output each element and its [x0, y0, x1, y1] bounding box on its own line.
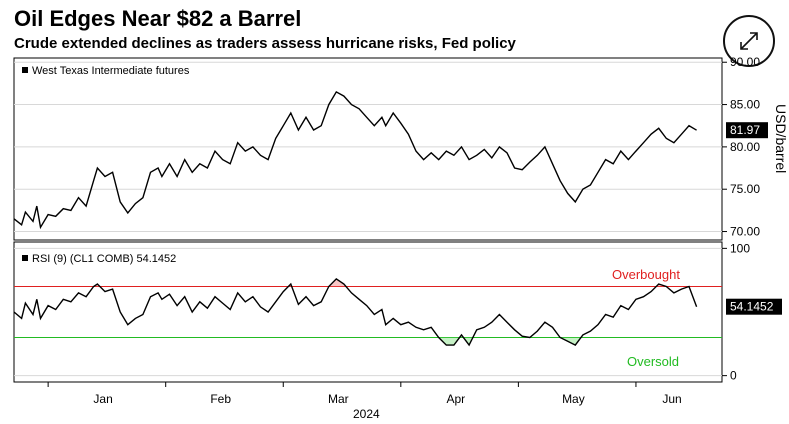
x-axis: Jan Feb Mar Apr May Jun	[47, 382, 682, 406]
rsi-y-axis: 0 100	[722, 241, 750, 383]
oversold-fill	[438, 337, 460, 346]
price-y-axis: 70.00 75.00 80.00 85.00 90.00	[722, 55, 760, 239]
price-y-tick-label: 85.00	[730, 98, 760, 112]
price-gridlines	[14, 61, 722, 233]
rsi-y-tick-label: 100	[730, 241, 750, 255]
price-panel-frame	[13, 57, 723, 241]
price-y-tick-label: 80.00	[730, 140, 760, 154]
price-last-value-label: 81.97	[730, 123, 760, 137]
price-panel: 70.00 75.00 80.00 85.00 90.00 West Texas Int…	[13, 55, 789, 241]
price-last-value-box	[726, 122, 768, 139]
rsi-legend: RSI (9) (CL1 COMB) 54.1452	[22, 253, 176, 265]
x-tick-label: Apr	[446, 392, 465, 406]
rsi-legend-swatch	[22, 255, 28, 261]
rsi-last-value-badge: 54.1452	[726, 298, 782, 315]
rsi-threshold-fills	[93, 278, 667, 346]
x-tick-label: Jan	[93, 392, 112, 406]
price-y-tick-label: 70.00	[730, 225, 760, 239]
overbought-label: Overbought	[612, 267, 680, 282]
price-last-value-badge: 81.97	[726, 122, 768, 139]
price-y-axis-title: USD/barrel	[773, 104, 789, 173]
chart-subtitle: Crude extended declines as traders asses…	[14, 35, 516, 52]
x-tick-label: Feb	[210, 392, 231, 406]
price-y-tick-label: 90.00	[730, 55, 760, 69]
price-legend: West Texas Intermediate futures	[22, 65, 190, 77]
chart-title: Oil Edges Near $82 a Barrel	[14, 6, 302, 31]
x-tick-label: May	[562, 392, 585, 406]
overbought-fill	[328, 278, 347, 287]
rsi-y-tick-label: 0	[730, 369, 737, 383]
oversold-label: Oversold	[627, 354, 679, 369]
rsi-legend-label: RSI (9) (CL1 COMB) 54.1452	[32, 253, 176, 265]
x-tick-label: Jun	[662, 392, 681, 406]
price-legend-label: West Texas Intermediate futures	[32, 65, 190, 77]
rsi-gridlines	[14, 247, 722, 377]
price-legend-swatch	[22, 67, 28, 73]
x-axis-year-label: 2024	[353, 407, 380, 421]
price-series-line	[13, 90, 697, 230]
rsi-series-line	[13, 277, 698, 347]
rsi-panel: 0 100 Overbought Oversold RSI (9) (CL1 CO…	[13, 241, 782, 383]
price-y-tick-label: 75.00	[730, 182, 760, 196]
expand-button[interactable]	[723, 15, 775, 67]
expand-arrows-icon	[740, 32, 758, 50]
rsi-last-value-label: 54.1452	[730, 300, 774, 314]
oversold-fill	[463, 337, 473, 346]
rsi-last-value-box	[726, 298, 782, 315]
x-tick-label: Mar	[328, 392, 349, 406]
